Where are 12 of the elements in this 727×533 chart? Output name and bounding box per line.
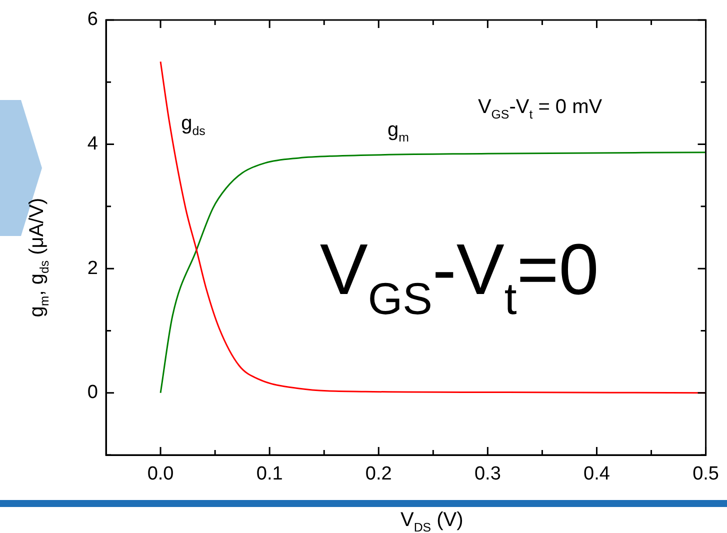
- y-axis-title: gm, gds (μA/V): [26, 198, 52, 318]
- y-tick-label: 6: [87, 9, 98, 30]
- x-tick-label: 0.4: [584, 464, 610, 485]
- x-tick-label: 0.0: [147, 464, 174, 485]
- y-tick-label: 4: [87, 134, 98, 155]
- x-tick-label: 0.1: [256, 464, 283, 485]
- x-tick-label: 0.2: [365, 464, 392, 485]
- y-tick-label: 0: [87, 382, 98, 404]
- x-tick-label: 0.3: [474, 464, 501, 485]
- y-tick-label: 2: [87, 258, 98, 279]
- x-tick-label: 0.5: [692, 464, 720, 485]
- line-series: [160, 152, 706, 394]
